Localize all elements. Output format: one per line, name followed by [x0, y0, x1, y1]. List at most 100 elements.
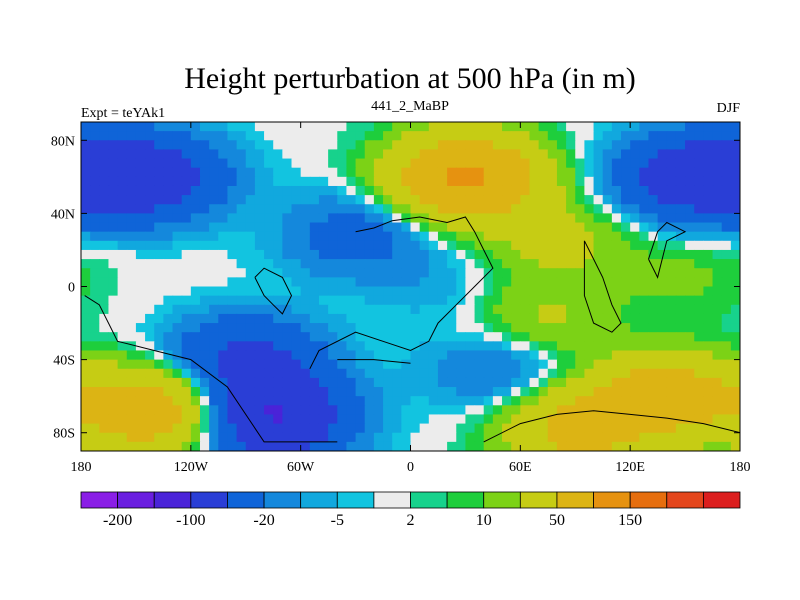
- field-cell: [172, 387, 183, 397]
- field-cell: [465, 167, 476, 178]
- field-cell: [163, 350, 174, 361]
- field-cell: [227, 259, 238, 269]
- field-cell: [291, 268, 302, 278]
- field-cell: [721, 222, 732, 233]
- field-cell: [593, 295, 604, 306]
- field-cell: [163, 286, 174, 297]
- field-cell: [273, 268, 283, 278]
- field-cell: [117, 332, 128, 342]
- field-cell: [657, 405, 668, 416]
- field-cell: [355, 423, 366, 434]
- field-cell: [190, 304, 201, 315]
- field-cell: [556, 405, 567, 416]
- field-cell: [117, 414, 128, 425]
- field-cell: [346, 268, 357, 278]
- field-cell: [428, 286, 439, 297]
- field-cell: [474, 185, 485, 196]
- field-cell: [474, 286, 485, 297]
- field-cell: [254, 432, 265, 443]
- field-cell: [511, 277, 521, 288]
- field-cell: [456, 259, 467, 269]
- field-cell: [99, 122, 110, 132]
- field-cell: [529, 377, 540, 388]
- field-cell: [712, 405, 723, 416]
- field-cell: [291, 149, 302, 160]
- field-cell: [410, 286, 421, 297]
- field-cell: [392, 167, 402, 178]
- field-cell: [556, 414, 567, 425]
- field-cell: [236, 350, 247, 361]
- field-cell: [108, 414, 119, 425]
- field-cell: [428, 231, 439, 242]
- field-cell: [474, 423, 485, 434]
- field-cell: [428, 441, 439, 451]
- field-cell: [81, 387, 91, 397]
- field-cell: [135, 286, 146, 297]
- field-cell: [337, 185, 348, 196]
- field-cell: [355, 185, 366, 196]
- field-cell: [373, 359, 384, 370]
- field-cell: [575, 176, 586, 187]
- field-cell: [209, 423, 219, 434]
- field-cell: [218, 350, 229, 361]
- field-cell: [483, 213, 494, 224]
- field-cell: [621, 185, 631, 196]
- field-cell: [355, 131, 366, 141]
- field-cell: [117, 304, 128, 315]
- field-cell: [218, 377, 229, 388]
- field-cell: [602, 396, 613, 406]
- field-cell: [675, 213, 686, 224]
- field-cell: [694, 332, 704, 342]
- field-cell: [694, 259, 704, 269]
- field-cell: [355, 259, 366, 269]
- field-cell: [117, 240, 128, 251]
- field-cell: [273, 140, 283, 151]
- field-cell: [410, 341, 421, 352]
- field-cell: [172, 350, 183, 361]
- field-cell: [712, 368, 723, 379]
- field-cell: [584, 131, 595, 141]
- field-cell: [639, 149, 650, 160]
- field-cell: [190, 140, 201, 151]
- field-cell: [575, 213, 586, 224]
- field-cell: [712, 341, 723, 352]
- field-cell: [648, 122, 659, 132]
- field-cell: [401, 222, 412, 233]
- colorbar-label: -5: [331, 512, 344, 529]
- field-cell: [465, 295, 476, 306]
- field-cell: [99, 131, 110, 141]
- field-cell: [117, 323, 128, 333]
- field-cell: [373, 414, 384, 425]
- field-cell: [383, 304, 393, 315]
- field-cell: [556, 167, 567, 178]
- field-cell: [218, 323, 229, 333]
- field-cell: [328, 149, 338, 160]
- field-cell: [502, 268, 512, 278]
- field-cell: [410, 368, 421, 379]
- field-cell: [437, 240, 448, 251]
- field-cell: [639, 387, 650, 397]
- field-cell: [154, 423, 164, 434]
- field-cell: [675, 140, 686, 151]
- field-cell: [465, 332, 476, 342]
- field-cell: [621, 176, 631, 187]
- field-cell: [108, 185, 119, 196]
- field-cell: [282, 167, 293, 178]
- field-cell: [154, 259, 164, 269]
- field-cell: [190, 213, 201, 224]
- field-cell: [428, 195, 439, 205]
- field-cell: [90, 277, 100, 288]
- field-cell: [291, 122, 302, 132]
- field-cell: [282, 268, 293, 278]
- field-cell: [355, 286, 366, 297]
- field-cell: [99, 387, 110, 397]
- field-cell: [236, 441, 247, 451]
- field-cell: [364, 414, 375, 425]
- field-cell: [502, 323, 512, 333]
- field-cell: [373, 268, 384, 278]
- field-cell: [730, 423, 740, 434]
- field-cell: [236, 249, 247, 260]
- field-cell: [483, 341, 494, 352]
- field-cell: [190, 167, 201, 178]
- field-cell: [300, 131, 311, 141]
